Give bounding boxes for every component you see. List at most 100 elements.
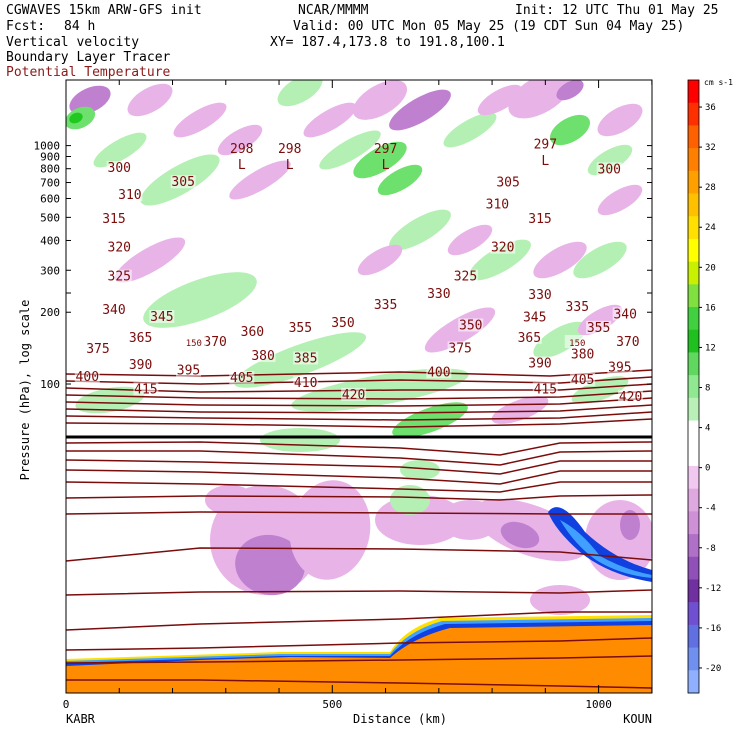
theta-label: 355	[587, 321, 610, 336]
theta-label: 345	[150, 310, 173, 325]
surface-low-label: L	[286, 158, 294, 173]
surface-low-label: L	[382, 158, 390, 173]
theta-label: 370	[616, 335, 639, 350]
colorbar-tick-label: 36	[705, 103, 716, 113]
surface-value-label: 298	[278, 142, 301, 157]
theta-label: 395	[608, 361, 631, 376]
surface-value-label: 298	[230, 142, 253, 157]
theta-contour	[66, 611, 652, 631]
colorbar-tick-label: 4	[705, 424, 710, 434]
theta-contour	[66, 459, 652, 475]
theta-contour	[66, 589, 652, 596]
colorbar-tick-label: 12	[705, 343, 716, 353]
theta-label: 350	[331, 316, 354, 331]
colorbar-tick-label: 8	[705, 384, 710, 394]
theta-label: 320	[491, 241, 514, 256]
colorbar-swatch	[688, 602, 699, 626]
theta-label: 325	[454, 270, 477, 285]
init-time: Init: 12 UTC Thu 01 May 25	[515, 3, 719, 18]
surface-value-label: 297	[374, 142, 397, 157]
colorbar-tick-label: 24	[705, 223, 716, 233]
theta-label: 395	[177, 363, 200, 378]
theta-label: 390	[129, 358, 152, 373]
cross-section-endpoints: XY= 187.4,173.8 to 191.8,100.1	[270, 35, 505, 50]
colorbar-tick-label: -16	[705, 624, 721, 634]
colorbar-tick-label: 28	[705, 183, 716, 193]
theta-label: 420	[342, 388, 365, 403]
theta-label: 315	[528, 212, 551, 227]
theta-contour	[66, 469, 652, 485]
theta-label: 390	[528, 356, 551, 371]
surface-low-label: L	[238, 158, 246, 173]
theta-contour	[66, 404, 652, 414]
y-tick-label: 800	[40, 163, 60, 176]
theta-label: 305	[171, 175, 194, 190]
plot-frame	[65, 79, 653, 694]
y-tick-label: 200	[40, 306, 60, 319]
model-title: CGWAVES 15km ARW-GFS init	[6, 3, 202, 18]
theta-contour	[66, 450, 652, 466]
colorbar-swatch	[688, 148, 699, 172]
theta-label: 380	[251, 349, 274, 364]
theta-contour	[66, 481, 652, 493]
theta-label: 400	[76, 370, 99, 385]
field-vertical-velocity: Vertical velocity	[6, 35, 140, 50]
colorbar-swatch	[688, 284, 699, 308]
theta-label: 420	[619, 390, 642, 405]
colorbar-swatch	[688, 443, 699, 467]
colorbar-tick-label: 20	[705, 263, 716, 273]
potential-temperature-labels: 415 420 415 420 410 405 405 400 400 395 395 390 390 3…	[74, 138, 644, 405]
colorbar-tick-label: 16	[705, 303, 716, 313]
colorbar-swatch	[688, 261, 699, 285]
theta-label: 405	[571, 373, 594, 388]
x-left-station: KABR	[66, 712, 96, 726]
theta-contour	[66, 679, 652, 689]
colorbar-swatch	[688, 238, 699, 263]
colorbar-swatch	[688, 647, 699, 671]
surface-low-label: L	[541, 154, 549, 169]
theta-label: 375	[86, 342, 109, 357]
theta-label: 385	[294, 351, 317, 366]
colorbar-swatch	[688, 125, 699, 149]
colorbar-swatch	[688, 465, 699, 490]
x-tick-label: 500	[322, 698, 342, 711]
field-potential-temperature: Potential Temperature	[6, 65, 171, 80]
theta-label: 330	[528, 288, 551, 303]
colorbar-tick-label: -12	[705, 584, 721, 594]
forecast-label: Fcst:	[6, 19, 46, 34]
theta-contour	[66, 547, 652, 562]
colorbar-unit: cm s-1	[704, 78, 733, 87]
colorbar-swatch	[688, 170, 699, 195]
theta-label: 315	[102, 212, 125, 227]
colorbar-swatch	[688, 670, 699, 694]
theta-label: 380	[571, 347, 594, 362]
colorbar-swatch	[688, 375, 699, 399]
theta-label: 415	[134, 382, 157, 397]
colorbar-swatch	[688, 102, 699, 126]
theta-contour	[66, 390, 652, 400]
colorbar-swatch	[688, 624, 699, 649]
theta-label: 345	[523, 311, 546, 326]
valid-time: Valid: 00 UTC Mon 05 May 25 (19 CDT Sun …	[293, 19, 685, 34]
colorbar-swatch	[688, 329, 699, 353]
theta-contour	[66, 637, 652, 651]
x-tick-label: 1000	[585, 698, 612, 711]
colorbar-swatch	[688, 307, 699, 331]
colorbar-swatch	[688, 534, 699, 558]
theta-contour	[66, 418, 652, 428]
y-axis-label: Pressure (hPa), log scale	[18, 300, 32, 481]
x-right-station: KOUN	[623, 712, 652, 726]
theta-label: 350	[459, 318, 482, 333]
theta-label: 300	[598, 162, 621, 177]
colorbar-swatch	[688, 80, 699, 104]
y-tick-label: 900	[40, 151, 60, 164]
theta-contour	[66, 397, 652, 407]
colorbar-tick-label: -8	[705, 544, 716, 554]
y-tick-label: 100	[40, 378, 60, 391]
theta-label: 370	[203, 335, 226, 350]
colorbar-tick-label: 0	[705, 464, 710, 474]
colorbar-tick-label: 32	[705, 143, 716, 153]
theta-label: 375	[448, 341, 471, 356]
